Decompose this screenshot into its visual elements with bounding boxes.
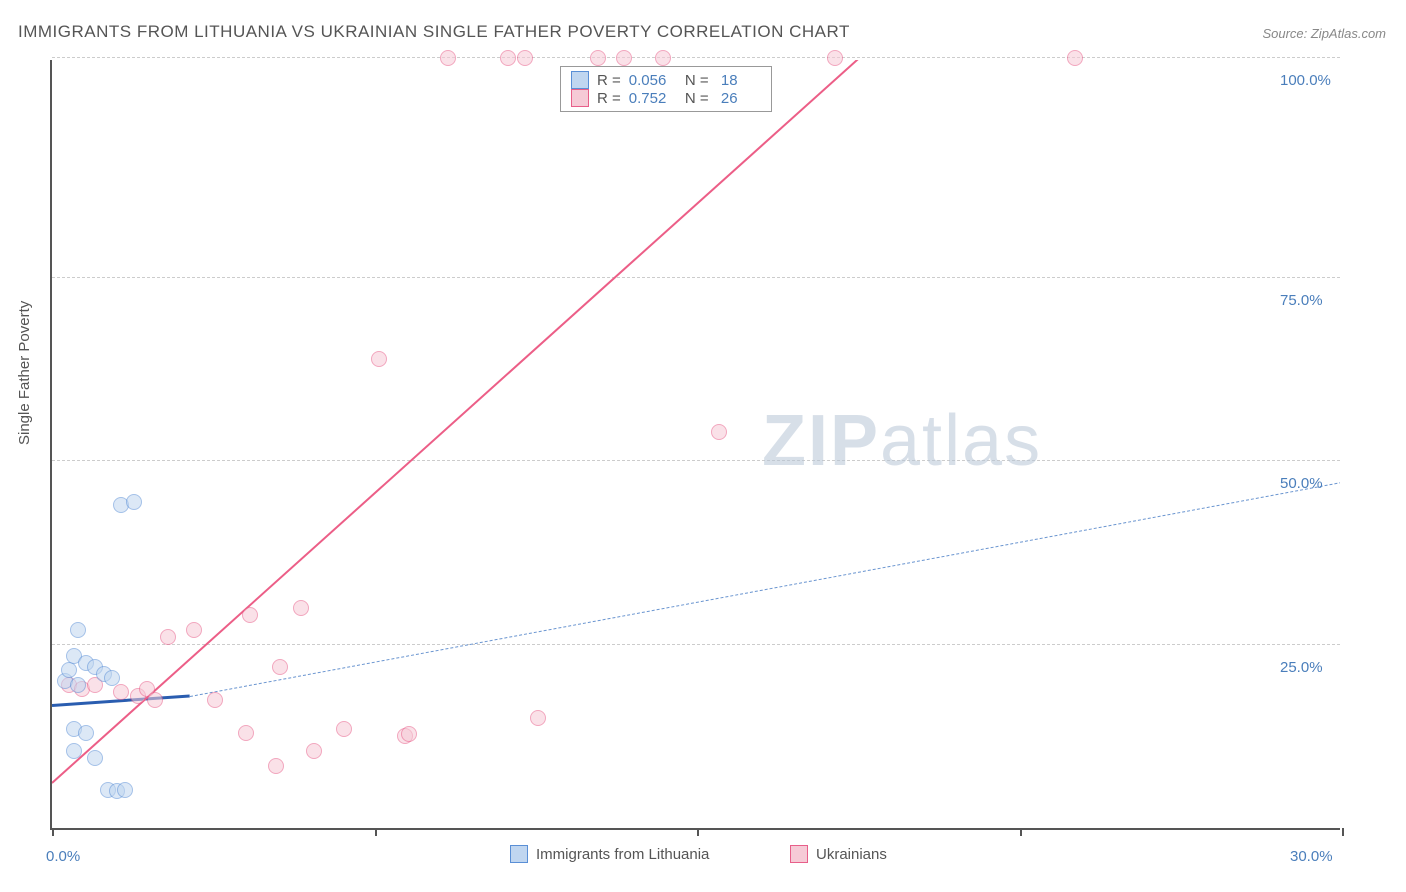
data-point bbox=[238, 725, 254, 741]
x-tick bbox=[1020, 828, 1022, 836]
x-tick-label: 30.0% bbox=[1290, 848, 1333, 865]
data-point bbox=[711, 424, 727, 440]
source-label: Source: ZipAtlas.com bbox=[1262, 26, 1386, 41]
legend-swatch bbox=[790, 845, 808, 863]
data-point bbox=[1067, 50, 1083, 66]
stat-n-value: 26 bbox=[717, 90, 761, 107]
data-point bbox=[113, 684, 129, 700]
stats-row: R = 0.056 N = 18 bbox=[571, 71, 761, 89]
x-tick bbox=[375, 828, 377, 836]
stat-r-value: 0.056 bbox=[629, 72, 673, 89]
gridline bbox=[52, 57, 1340, 58]
data-point bbox=[371, 351, 387, 367]
legend-item: Ukrainians bbox=[790, 845, 887, 863]
gridline bbox=[52, 277, 1340, 278]
data-point bbox=[517, 50, 533, 66]
data-point bbox=[70, 677, 86, 693]
data-point bbox=[61, 662, 77, 678]
data-point bbox=[440, 50, 456, 66]
stat-r-label: R = bbox=[597, 90, 621, 107]
trend-line bbox=[52, 60, 861, 784]
data-point bbox=[104, 670, 120, 686]
stats-row: R = 0.752 N = 26 bbox=[571, 89, 761, 107]
data-point bbox=[401, 726, 417, 742]
x-tick bbox=[1342, 828, 1344, 836]
data-point bbox=[66, 743, 82, 759]
data-point bbox=[530, 710, 546, 726]
data-point bbox=[147, 692, 163, 708]
data-point bbox=[78, 725, 94, 741]
y-axis-label: Single Father Poverty bbox=[16, 301, 33, 445]
trend-line-extension bbox=[190, 482, 1340, 697]
data-point bbox=[186, 622, 202, 638]
plot-area: ZIPatlas bbox=[50, 60, 1340, 830]
stat-n-label: N = bbox=[681, 90, 709, 107]
chart-title: IMMIGRANTS FROM LITHUANIA VS UKRAINIAN S… bbox=[18, 22, 850, 42]
data-point bbox=[207, 692, 223, 708]
stats-legend-box: R = 0.056 N = 18 R = 0.752 N = 26 bbox=[560, 66, 772, 112]
x-tick bbox=[52, 828, 54, 836]
data-point bbox=[336, 721, 352, 737]
legend-swatch bbox=[571, 89, 589, 107]
stat-r-value: 0.752 bbox=[629, 90, 673, 107]
data-point bbox=[117, 782, 133, 798]
data-point bbox=[293, 600, 309, 616]
y-tick-label: 75.0% bbox=[1280, 292, 1323, 309]
stat-r-label: R = bbox=[597, 72, 621, 89]
data-point bbox=[242, 607, 258, 623]
data-point bbox=[160, 629, 176, 645]
data-point bbox=[306, 743, 322, 759]
legend-label: Immigrants from Lithuania bbox=[536, 846, 709, 863]
gridline bbox=[52, 460, 1340, 461]
legend-swatch bbox=[510, 845, 528, 863]
gridline bbox=[52, 644, 1340, 645]
data-point bbox=[70, 622, 86, 638]
data-point bbox=[827, 50, 843, 66]
y-tick-label: 50.0% bbox=[1280, 475, 1323, 492]
trendlines-layer bbox=[52, 60, 1340, 828]
x-tick-label: 0.0% bbox=[46, 848, 80, 865]
data-point bbox=[655, 50, 671, 66]
legend-label: Ukrainians bbox=[816, 846, 887, 863]
stat-n-value: 18 bbox=[717, 72, 761, 89]
legend-item: Immigrants from Lithuania bbox=[510, 845, 709, 863]
data-point bbox=[616, 50, 632, 66]
legend-swatch bbox=[571, 71, 589, 89]
y-tick-label: 25.0% bbox=[1280, 659, 1323, 676]
data-point bbox=[268, 758, 284, 774]
data-point bbox=[87, 750, 103, 766]
data-point bbox=[126, 494, 142, 510]
stat-n-label: N = bbox=[681, 72, 709, 89]
data-point bbox=[272, 659, 288, 675]
data-point bbox=[500, 50, 516, 66]
y-tick-label: 100.0% bbox=[1280, 72, 1331, 89]
watermark: ZIPatlas bbox=[762, 400, 1042, 482]
x-tick bbox=[697, 828, 699, 836]
data-point bbox=[590, 50, 606, 66]
